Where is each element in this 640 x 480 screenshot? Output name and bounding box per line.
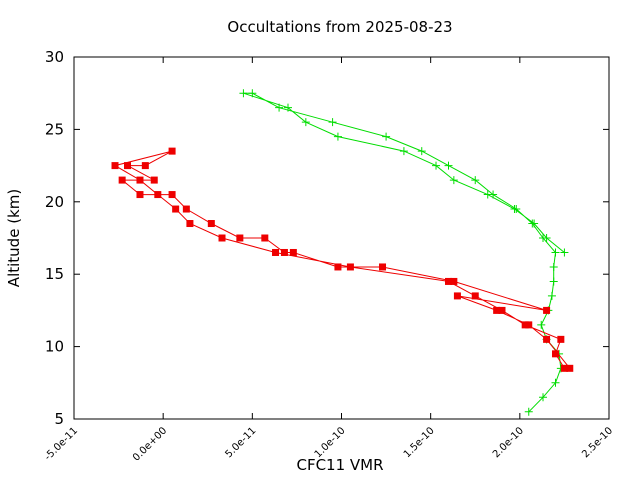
data-point <box>453 292 461 300</box>
y-axis: 5 10 15 20 25 30 <box>45 48 609 428</box>
data-point <box>471 176 480 185</box>
data-point <box>483 190 492 199</box>
data-point <box>543 306 551 314</box>
data-point <box>289 248 297 256</box>
data-point <box>218 234 226 242</box>
data-point <box>471 292 479 300</box>
data-point <box>272 248 280 256</box>
data-point <box>136 176 144 184</box>
data-point <box>328 118 337 127</box>
series-1 <box>239 89 569 416</box>
x-tick-label: 0.0e+00 <box>131 425 169 463</box>
data-point <box>136 191 144 199</box>
data-point <box>182 205 190 213</box>
x-tick-label: -5.0e-11 <box>43 425 80 462</box>
y-tick-label: 20 <box>45 193 64 211</box>
data-point <box>537 320 546 329</box>
chart-title: Occultations from 2025-08-23 <box>227 18 452 36</box>
data-point <box>552 350 559 358</box>
data-point <box>261 234 269 242</box>
data-point <box>551 378 560 387</box>
data-point <box>168 191 176 199</box>
data-point <box>399 147 408 156</box>
data-point <box>301 118 310 127</box>
data-point <box>207 220 215 228</box>
data-point <box>346 263 354 271</box>
data-point <box>498 306 506 314</box>
data-point <box>542 234 551 242</box>
x-axis: -5.0e-11 0.0e+00 5.0e-11 1.0e-10 1.5e-10 2.0e… <box>43 57 615 464</box>
x-axis-label: CFC11 VMR <box>296 456 383 474</box>
data-point <box>333 132 342 141</box>
data-point <box>510 205 519 214</box>
y-tick-label: 5 <box>54 410 64 428</box>
data-point <box>566 364 574 372</box>
series-2 <box>111 147 574 372</box>
plot-frame <box>73 56 610 420</box>
y-tick-label: 25 <box>45 120 64 138</box>
x-tick-label: 2.5e-10 <box>580 425 615 460</box>
data-point <box>525 321 533 329</box>
data-point <box>141 162 149 170</box>
data-point <box>549 277 558 286</box>
data-point <box>124 162 131 170</box>
data-point <box>284 103 292 112</box>
data-point <box>521 321 529 329</box>
data-point <box>560 248 569 257</box>
y-axis-label: Altitude (km) <box>5 189 23 287</box>
data-point <box>382 132 391 141</box>
data-point <box>248 89 257 98</box>
data-point <box>551 248 560 257</box>
data-point <box>432 161 441 170</box>
data-point <box>154 191 162 199</box>
data-point <box>539 393 548 402</box>
data-point <box>379 263 387 271</box>
data-point <box>118 176 126 184</box>
data-point <box>524 407 533 416</box>
data-point <box>111 162 119 170</box>
data-point <box>549 262 558 271</box>
data-point <box>557 335 565 343</box>
y-tick-label: 30 <box>45 48 64 66</box>
data-point <box>280 248 288 256</box>
y-tick-label: 15 <box>45 265 64 283</box>
x-tick-label: 2.0e-10 <box>491 425 526 460</box>
data-point <box>530 219 539 228</box>
data-point <box>444 161 453 170</box>
data-point <box>449 176 458 185</box>
data-point <box>450 277 458 285</box>
data-point <box>275 103 284 112</box>
data-point <box>445 277 452 285</box>
data-point <box>543 335 551 343</box>
x-tick-label: 5.0e-11 <box>224 425 259 460</box>
data-point <box>236 234 244 242</box>
data-point <box>334 263 342 271</box>
data-point <box>172 205 180 213</box>
x-tick-label: 1.5e-10 <box>402 425 437 460</box>
data-point <box>239 89 248 98</box>
data-point <box>560 364 568 372</box>
data-point <box>186 220 194 228</box>
data-point <box>493 306 501 314</box>
data-point <box>150 176 158 184</box>
series-line <box>113 150 571 369</box>
data-point <box>417 147 426 156</box>
data-point <box>547 291 556 300</box>
y-tick-label: 10 <box>45 338 64 356</box>
series-layer <box>111 89 574 416</box>
data-point <box>168 147 176 155</box>
